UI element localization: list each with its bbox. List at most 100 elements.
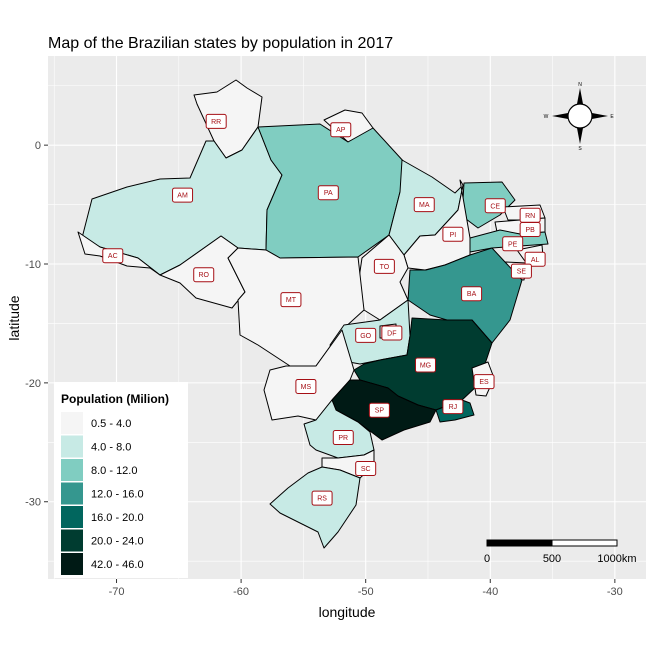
north-arrow: N W E S: [544, 82, 615, 152]
axis-ticks: -70 -60 -50 -40 -30 0 -10 -20 -30: [25, 140, 623, 598]
state-label-pe: PE: [508, 241, 518, 248]
state-label-box-ac: [102, 248, 124, 264]
state-label-box-rs: [311, 490, 333, 506]
state-label-ba: BA: [467, 291, 477, 298]
state-rs: [269, 466, 361, 549]
legend-label: 16.0 - 20.0: [91, 512, 144, 524]
state-label-box-sc: [355, 460, 377, 476]
scale-bar: 0 500 1000km: [484, 539, 637, 565]
legend-label: 0.5 - 4.0: [91, 418, 131, 430]
x-tick-label: -50: [358, 586, 374, 598]
east-label: E: [610, 114, 614, 120]
x-tick-label: -60: [233, 586, 249, 598]
legend-swatch: [61, 529, 83, 552]
state-label-box-ma: [413, 197, 435, 213]
legend-label: 42.0 - 46.0: [91, 559, 144, 571]
legend-swatch: [61, 435, 83, 458]
state-label-go: GO: [360, 333, 371, 340]
state-labels: RR AP AM PA MA CE RN PB PE AL SE PI AC RO TO BA MT GO DF MG…: [102, 113, 546, 506]
state-label-box-ms: [295, 378, 317, 394]
state-label-mg: MG: [420, 363, 431, 370]
state-label-pb: PB: [525, 227, 535, 234]
scale-label-500: 500: [543, 553, 561, 565]
north-arrow-circle: [567, 103, 593, 129]
legend-swatch: [61, 553, 83, 575]
state-pr: [303, 399, 375, 459]
state-label-box-pb: [519, 222, 541, 238]
state-label-box-ce: [484, 198, 506, 214]
state-label-ms: MS: [301, 384, 312, 391]
state-label-box-rr: [205, 113, 227, 129]
state-label-box-al: [524, 251, 546, 267]
state-label-ro: RO: [198, 272, 209, 279]
north-label: N: [578, 82, 582, 88]
state-label-box-df: [381, 325, 403, 341]
state-label-ma: MA: [419, 202, 430, 209]
state-label-rj: RJ: [449, 404, 458, 411]
state-label-box-ro: [193, 267, 215, 283]
legend-title: Population (Milion): [61, 392, 169, 406]
y-tick-label: 0: [35, 140, 41, 152]
state-label-box-am: [172, 187, 194, 203]
state-label-box-to: [373, 258, 395, 274]
state-label-box-ba: [461, 286, 483, 302]
north-arrow-up: [577, 88, 583, 104]
state-label-box-pi: [442, 226, 464, 242]
state-label-box-pa: [317, 185, 339, 201]
legend-swatch: [61, 459, 83, 481]
state-label-es: ES: [479, 379, 489, 386]
scale-label-0: 0: [484, 553, 490, 565]
legend-swatch: [61, 412, 83, 434]
state-label-ce: CE: [490, 203, 500, 210]
west-label: W: [544, 114, 549, 120]
state-label-box-es: [473, 374, 495, 390]
state-label-box-sp: [368, 402, 390, 418]
state-label-pr: PR: [338, 435, 348, 442]
state-label-mt: MT: [286, 297, 297, 304]
state-label-box-mg: [414, 357, 436, 373]
state-label-sc: SC: [361, 466, 371, 473]
scale-bar-white-segment: [551, 539, 618, 547]
state-label-pa: PA: [324, 190, 333, 197]
state-label-ac: AC: [108, 253, 118, 260]
state-label-am: AM: [177, 193, 188, 200]
north-arrow-left: [552, 113, 568, 119]
state-label-box-ap: [330, 122, 352, 138]
state-label-box-go: [355, 327, 377, 343]
state-label-box-mt: [280, 292, 302, 308]
state-label-to: TO: [380, 264, 390, 271]
y-tick-label: -10: [25, 259, 41, 271]
state-label-rn: RN: [525, 213, 535, 220]
legend-swatch: [61, 482, 83, 505]
state-label-rr: RR: [211, 119, 221, 126]
state-label-se: SE: [517, 269, 527, 276]
state-label-df: DF: [387, 330, 396, 337]
legend-label: 20.0 - 24.0: [91, 536, 144, 548]
state-label-box-se: [510, 263, 532, 279]
south-label: S: [578, 146, 582, 152]
state-label-pi: PI: [450, 232, 457, 239]
state-label-box-rj: [442, 399, 464, 415]
north-arrow-right: [592, 113, 608, 119]
state-label-box-pe: [502, 236, 524, 252]
state-label-ap: AP: [336, 127, 346, 134]
legend-label: 12.0 - 16.0: [91, 489, 144, 501]
x-tick-label: -70: [109, 586, 125, 598]
legend-keys: 0.5 - 4.0 4.0 - 8.0 8.0 - 12.0 12.0 - 16.0 1…: [61, 412, 144, 575]
chart-title: Map of the Brazilian states by populatio…: [48, 35, 393, 52]
x-tick-label: -30: [607, 586, 623, 598]
state-label-box-pr: [332, 430, 354, 446]
legend-label: 4.0 - 8.0: [91, 442, 131, 454]
scale-label-1000km: 1000km: [597, 553, 636, 565]
x-axis-title: longitude: [319, 604, 376, 620]
scale-bar-black-segment: [486, 539, 553, 547]
x-tick-label: -40: [482, 586, 498, 598]
legend-label: 8.0 - 12.0: [91, 465, 137, 477]
y-axis-title: latitude: [6, 295, 22, 340]
state-label-al: AL: [531, 257, 540, 264]
north-arrow-down: [577, 128, 583, 144]
state-label-sp: SP: [375, 408, 385, 415]
y-tick-label: -20: [25, 378, 41, 390]
y-tick-label: -30: [25, 497, 41, 509]
